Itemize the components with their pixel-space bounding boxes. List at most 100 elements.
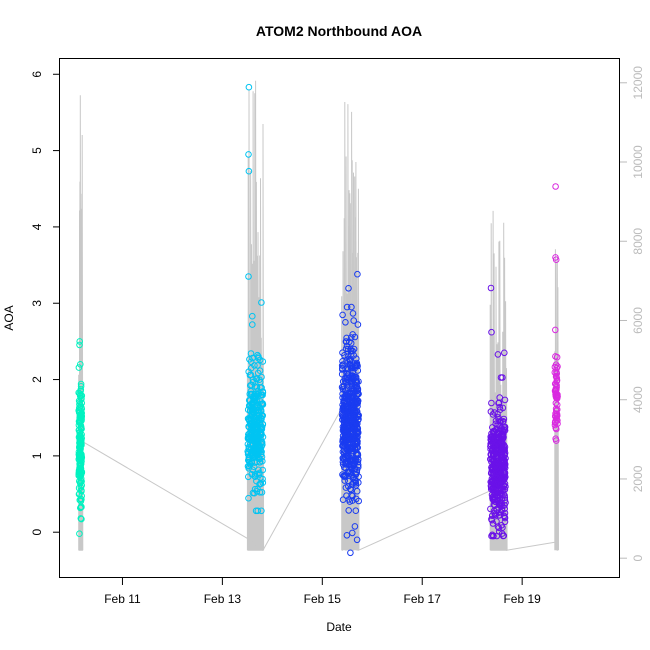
data-point (488, 399, 495, 407)
data-point (257, 398, 264, 405)
data-point (353, 487, 361, 495)
data-point (354, 444, 362, 452)
data-point (341, 477, 349, 484)
data-point (342, 461, 350, 468)
data-point (553, 401, 561, 409)
data-point (249, 424, 257, 431)
x-tick-label: Feb 11 (104, 592, 141, 606)
data-point (501, 469, 509, 477)
data-point (251, 485, 259, 493)
data-point (245, 83, 253, 91)
data-point (348, 303, 355, 311)
data-point (491, 501, 499, 509)
data-point (488, 328, 495, 336)
line-series-layer (78, 80, 559, 552)
data-point (256, 469, 263, 477)
data-point (78, 458, 85, 465)
y-right-tick-label: 6000 (631, 307, 645, 334)
data-point (501, 518, 509, 526)
data-point (499, 487, 507, 495)
data-point (497, 374, 505, 381)
data-point (244, 463, 252, 470)
data-point (77, 438, 85, 446)
y-left-tick-label: 0 (30, 529, 44, 536)
data-point (77, 515, 85, 522)
data-point (75, 470, 83, 478)
x-axis: Feb 11 Feb 13 Feb 15 Feb 17 Feb 19 (104, 578, 541, 606)
data-point (489, 531, 496, 539)
data-point (349, 439, 356, 446)
data-point (494, 523, 502, 531)
point-group-3 (487, 284, 509, 540)
data-point (245, 273, 252, 280)
chart-title: ATOM2 Northbound AOA (256, 23, 422, 39)
point-group-2 (338, 270, 363, 557)
data-point (552, 373, 560, 381)
data-point (489, 532, 497, 540)
data-point (353, 466, 361, 474)
data-point (349, 529, 356, 537)
data-point (342, 440, 349, 448)
data-point (493, 469, 501, 477)
x-tick-label: Feb 13 (204, 592, 242, 606)
x-tick-label: Feb 17 (404, 592, 442, 606)
data-point (351, 413, 359, 420)
data-point (77, 418, 84, 426)
data-point (352, 478, 359, 485)
data-point (342, 319, 349, 326)
point-layer (75, 83, 561, 557)
data-point (251, 437, 259, 444)
data-point (353, 388, 361, 395)
y-right-tick-label: 8000 (631, 228, 645, 255)
data-point (496, 406, 504, 414)
data-point (249, 466, 256, 474)
data-point (350, 461, 357, 469)
data-point (351, 523, 359, 530)
data-point (354, 387, 362, 394)
data-point (343, 532, 351, 539)
data-point (552, 361, 560, 369)
data-point (488, 512, 496, 520)
data-point (255, 353, 262, 361)
data-point (497, 418, 505, 425)
data-point (494, 351, 502, 358)
data-point (249, 312, 256, 320)
data-point (495, 399, 503, 407)
data-point (342, 391, 350, 398)
data-point (489, 485, 497, 493)
data-point (493, 532, 501, 540)
data-point (346, 401, 354, 409)
data-point (247, 440, 254, 448)
data-point (496, 500, 503, 508)
data-point (553, 381, 560, 389)
data-point (498, 426, 505, 434)
data-point (253, 477, 260, 485)
data-point (248, 425, 255, 433)
data-point (350, 317, 358, 324)
data-point (352, 426, 359, 434)
data-point (343, 303, 351, 311)
data-point (487, 436, 495, 444)
x-tick-label: Feb 15 (304, 592, 342, 606)
x-tick-label: Feb 19 (503, 592, 541, 606)
data-point (246, 407, 254, 414)
data-point (501, 463, 508, 470)
data-point (553, 376, 561, 384)
data-point (552, 437, 560, 444)
data-point (340, 415, 348, 423)
data-point (492, 461, 500, 468)
data-point (252, 424, 260, 432)
point-group-0 (75, 338, 86, 538)
data-point (77, 425, 85, 433)
data-point (496, 492, 504, 499)
y-right-tick-label: 2000 (631, 465, 645, 492)
data-point (254, 362, 261, 369)
data-point (76, 469, 84, 477)
data-point (345, 507, 353, 514)
data-point (498, 486, 505, 494)
data-point (495, 511, 503, 519)
data-point (487, 505, 494, 513)
y-left-tick-label: 1 (30, 452, 44, 459)
data-point (77, 387, 84, 395)
data-point (552, 410, 559, 417)
